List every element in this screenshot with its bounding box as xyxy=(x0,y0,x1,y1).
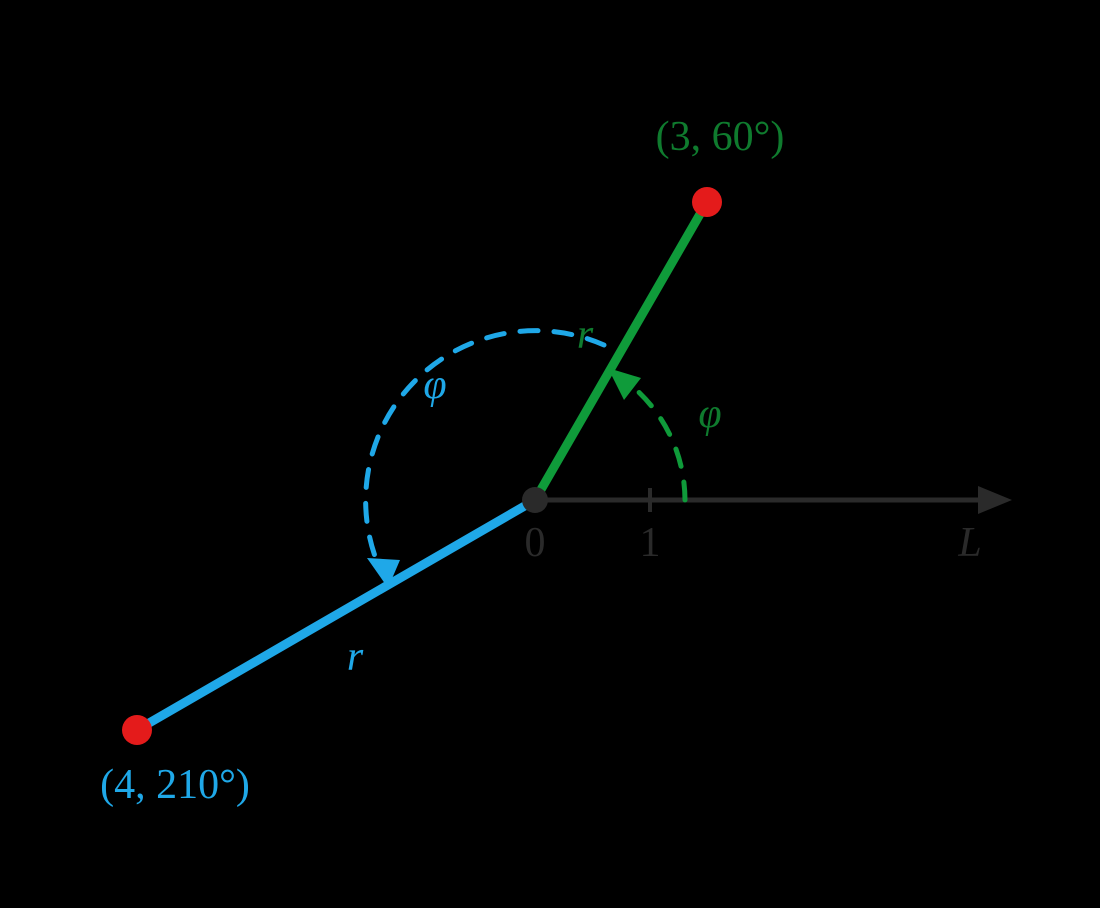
label-one: 1 xyxy=(640,520,661,566)
axis-arrowhead xyxy=(978,486,1012,514)
radial-blue xyxy=(137,500,535,730)
label-zero: 0 xyxy=(525,520,546,566)
radial-green xyxy=(535,202,707,500)
origin-dot xyxy=(522,487,548,513)
arc-green xyxy=(627,382,685,500)
coord-green: (3, 60°) xyxy=(656,114,785,160)
point-green xyxy=(692,187,722,217)
arc-green-arrowhead xyxy=(608,368,641,400)
point-blue xyxy=(122,715,152,745)
label-L: L xyxy=(957,520,981,566)
label-r-green: r xyxy=(577,312,594,358)
label-phi-blue: φ xyxy=(423,362,446,408)
label-phi-green: φ xyxy=(698,391,721,437)
coord-blue: (4, 210°) xyxy=(100,762,250,808)
label-r-blue: r xyxy=(347,634,364,680)
